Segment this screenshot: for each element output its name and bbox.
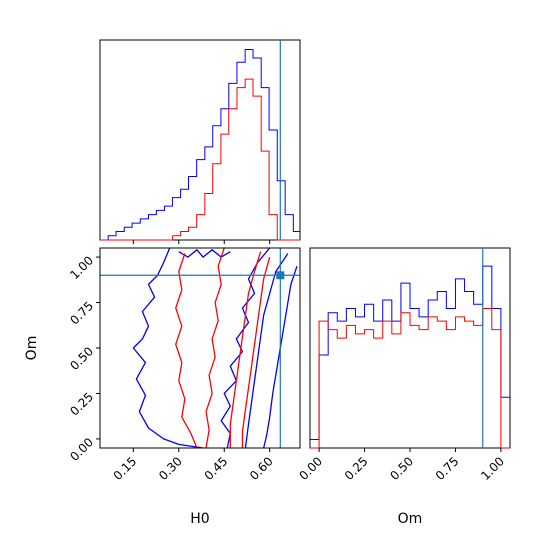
contour-blue-3 — [244, 253, 289, 448]
om-hist-tick-label-0: 0.00 — [296, 454, 325, 483]
xlabel-om: Om — [398, 511, 423, 527]
contour-blue-0 — [132, 248, 204, 448]
hist-h0-series — [100, 49, 300, 241]
panel-hist-h0-frame — [99, 39, 301, 241]
hist-om-blue-step — [310, 265, 510, 441]
om-tick-label-2: 0.50 — [67, 344, 96, 373]
contour-blue-2 — [220, 248, 271, 448]
om-hist-tick-label-4: 1.00 — [478, 454, 507, 483]
om-tick-label-3: 0.75 — [67, 299, 96, 328]
contour-red-8 — [241, 256, 271, 448]
hist-om-series — [310, 265, 510, 449]
truth-marker — [276, 271, 285, 280]
contour-red-5 — [205, 248, 225, 448]
contour-lines — [132, 248, 298, 448]
contour-blue-1 — [263, 265, 298, 448]
panel-contour: 0.15 0.30 0.45 0.60 0.00 0.25 0.50 0.75 1.00 — [67, 247, 301, 483]
contour-red-6 — [175, 253, 198, 448]
panel-hist-om: 0.00 0.25 0.50 0.75 1.00 — [296, 247, 511, 483]
om-hist-axis-ticks: 0.00 0.25 0.50 0.75 1.00 — [296, 448, 507, 483]
h0-axis-ticks: 0.15 0.30 0.45 0.60 — [111, 448, 276, 483]
hist-h0-red-step — [100, 78, 300, 241]
truth-cross — [100, 248, 300, 448]
h0-tick-label-0: 0.15 — [111, 454, 140, 483]
om-tick-label-0: 0.00 — [67, 435, 96, 464]
om-hist-tick-label-1: 0.25 — [342, 454, 371, 483]
om-tick-label-1: 0.25 — [67, 390, 96, 419]
ylabel-om: Om — [24, 336, 40, 361]
om-tick-label-4: 1.00 — [67, 253, 96, 282]
panel-hist-om-frame — [309, 247, 511, 449]
h0-tick-label-1: 0.30 — [156, 454, 185, 483]
om-axis-ticks: 0.00 0.25 0.50 0.75 1.00 — [67, 253, 100, 464]
om-hist-tick-label-2: 0.50 — [387, 454, 416, 483]
om-hist-tick-label-3: 0.75 — [433, 454, 462, 483]
panel-hist-h0 — [99, 39, 301, 244]
contour-red-7 — [229, 251, 262, 448]
xlabel-h0: H0 — [190, 511, 209, 527]
hist-om-red-step — [310, 307, 510, 449]
h0-tick-label-3: 0.60 — [247, 454, 276, 483]
hist-h0-ticks — [132, 240, 271, 244]
h0-tick-label-2: 0.45 — [202, 454, 231, 483]
hist-h0-blue-step — [100, 49, 300, 241]
